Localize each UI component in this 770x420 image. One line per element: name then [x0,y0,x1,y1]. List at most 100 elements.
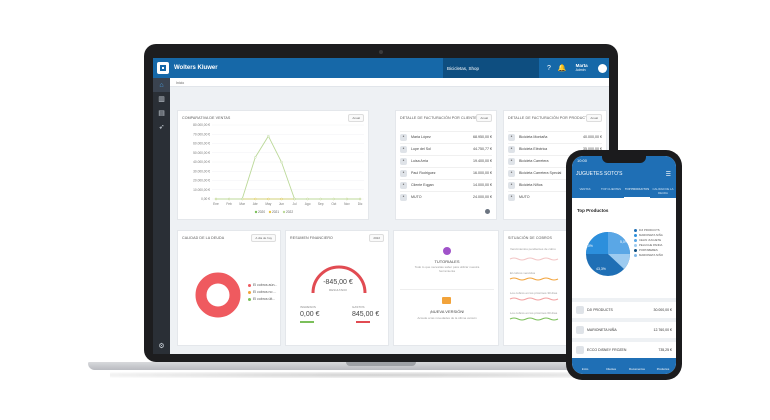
tutorial-icon [443,247,451,255]
legend-label[interactable]: 2022 [286,210,293,214]
data-point[interactable] [214,197,218,201]
data-point[interactable] [241,197,244,201]
home-icon[interactable]: ⌂ [153,78,170,92]
data-point[interactable] [358,197,362,201]
nav-products[interactable]: Productos [656,367,670,371]
clients-card: DETALLE DE FACTURACIÓN POR CLIENTES Anua… [395,110,497,220]
row-value: 40.000,00 € [583,135,602,139]
table-row[interactable]: • Bicicleta Montaña 40.000,00 € [508,131,602,142]
table-row[interactable]: • Lupe del Sol 44.750,77 € [400,143,492,154]
data-point[interactable] [319,197,322,201]
avatar[interactable] [597,63,607,73]
nav-home[interactable]: Inicio [581,367,589,371]
item-value: 735,25 € [658,348,672,352]
y-tick-label: 20.000,00 € [193,179,210,183]
list-item[interactable]: ECCO DISNEY FROZEN 735,25 € [572,338,676,358]
table-row[interactable]: • Luisa Arria 19.400,00 € [400,155,492,166]
data-point[interactable] [254,197,257,201]
table-row[interactable]: • Maria López 68.950,00 € [400,131,492,142]
clients-period-button[interactable]: Anual [476,114,492,122]
phone-bottom-nav: Inicio Clientes Documentos Productos [572,358,676,374]
phone-screen: 10:00 JUGUETES SOTO'S ☰ VENTAS TOP CLIEN… [572,156,676,374]
tab-sales[interactable]: VENTAS [579,187,591,191]
help-icon[interactable]: ? [547,64,551,72]
clients-title: DETALLE DE FACTURACIÓN POR CLIENTES [400,116,480,120]
rocket-icon[interactable]: ➶ [158,124,165,131]
user-role: Admin [575,67,586,72]
user-menu[interactable]: Marta Admin [575,63,588,72]
expense-value: 845,00 € [352,311,380,318]
item-icon: • [508,145,515,153]
bell-icon[interactable]: 🔔 [557,65,567,72]
legend-swatch [254,210,258,214]
data-point[interactable] [267,134,270,138]
bar-chart-icon[interactable]: ▥ [158,96,165,103]
table-row[interactable]: • MUTO 24.000,00 € [400,191,492,202]
data-point[interactable] [345,197,349,201]
finance-title: RESUMEN FINANCIERO [290,236,333,240]
company-selector[interactable]: Bicicletas, Shop [443,58,539,78]
data-point[interactable] [267,197,270,201]
data-point[interactable] [254,156,257,159]
legend-label[interactable]: 2021 [272,210,279,214]
y-tick-label: 80.000,00 € [193,123,210,127]
pie-label: 43,3% [596,267,606,271]
tutorials-text: Todo lo que necesitas saber para utiliza… [414,265,480,273]
list-item[interactable]: MARIONETA NIÑA 12.760,00 € [572,318,676,338]
item-icon: • [400,133,407,141]
new-version-title[interactable]: ¡NUEVA VERSIÓN! [429,309,465,314]
list-item[interactable]: DJI PRODUCTS 30.000,00 € [572,298,676,318]
legend-swatch [268,210,272,214]
row-name: MUTO [411,195,422,199]
app-header: Wolters Kluwer Bicicletas, Shop ? 🔔 Mart… [153,58,609,78]
menu-icon[interactable]: ☰ [665,172,671,178]
new-version-text: Accede a las novedades de la última vers… [417,316,477,320]
data-point[interactable] [280,197,283,201]
table-row[interactable]: • Cliente Eqgan 14.000,00 € [400,179,492,190]
expense-label: GASTOS [352,305,365,309]
item-icon: • [400,193,407,201]
x-tick-label: Abr [253,202,259,206]
table-row[interactable]: • Bicicleta Eléctrica 35.000,00 € [508,143,602,154]
row-name: Bicicleta Carretera Special [519,171,562,175]
nav-documents[interactable]: Documentos [629,367,645,371]
data-point[interactable] [227,197,231,201]
brand[interactable]: Wolters Kluwer [153,62,443,74]
nav-clients[interactable]: Clientes [605,367,617,371]
collections-line-4: Los cobros en los próximos 60 días [510,311,558,315]
tab-top-clients[interactable]: TOP CLIENTES [600,187,622,191]
sales-period-button[interactable]: Anual [348,114,364,122]
phone-notch [602,156,646,163]
row-value: 24.000,00 € [473,195,492,199]
x-tick-label: Ago [305,202,311,206]
data-point[interactable] [293,197,296,201]
gift-icon [442,297,451,304]
row-value: 68.950,00 € [473,135,492,139]
data-point[interactable] [332,197,335,201]
settings-icon[interactable]: ⚙ [158,343,165,350]
product-thumbnail [576,326,584,334]
pie-label: 12,0% [583,244,593,248]
finance-year-button[interactable]: 2022 [369,234,384,242]
row-value: 16.000,00 € [473,171,492,175]
x-tick-label: Feb [226,202,232,206]
table-row[interactable]: • Paul Rodriguez 16.000,00 € [400,167,492,178]
tab-top-products[interactable]: TOP PRODUCTOS [624,182,650,198]
tab-debt-quality[interactable]: CALIDAD DE LA DEUDA [652,187,674,195]
row-name: Luisa Arria [411,159,428,163]
x-tick-label: Mar [239,202,245,206]
legend-label[interactable]: 2020 [258,210,265,214]
debt-quality-pill[interactable]: A día de hoy [251,234,276,242]
row-value: 44.750,77 € [473,147,492,151]
tutorials-title[interactable]: TUTORIALES [434,259,460,264]
data-point[interactable] [306,197,309,201]
breadcrumb[interactable]: Inicio [170,78,609,87]
result-value: -845,00 € [323,279,353,286]
tutorials-card: TUTORIALES Todo lo que necesitas saber p… [393,230,499,346]
growth-chart-icon[interactable]: ▤ [158,110,165,117]
products-period-button[interactable]: Anual [586,114,602,122]
products-title: DETALLE DE FACTURACIÓN POR PRODUCTOS [508,116,593,120]
more-icon[interactable] [485,209,490,214]
data-point[interactable] [280,160,283,164]
item-name: ECCO DISNEY FROZEN [587,348,627,352]
